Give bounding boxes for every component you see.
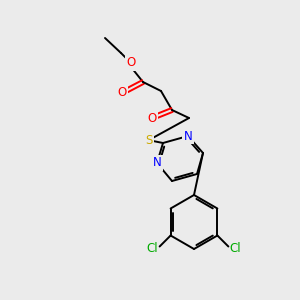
Text: S: S bbox=[145, 134, 153, 146]
Text: O: O bbox=[147, 112, 157, 124]
Text: Cl: Cl bbox=[147, 242, 158, 255]
Text: O: O bbox=[126, 56, 136, 70]
Text: Cl: Cl bbox=[230, 242, 241, 255]
Text: O: O bbox=[117, 86, 127, 100]
Text: N: N bbox=[153, 157, 161, 169]
Text: N: N bbox=[184, 130, 192, 142]
